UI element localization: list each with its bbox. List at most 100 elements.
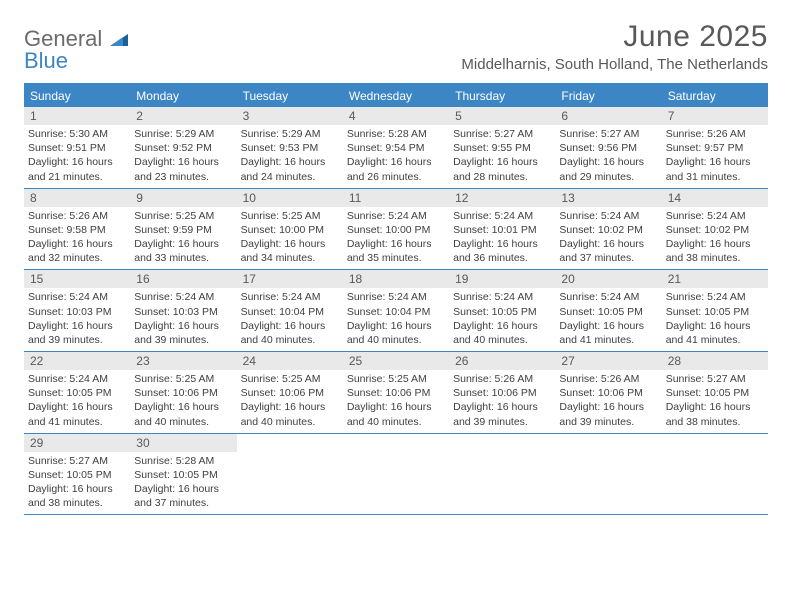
day-number: 27: [555, 352, 661, 370]
day-info-line: Sunset: 10:06 PM: [559, 386, 657, 400]
day-info-line: Daylight: 16 hours: [559, 400, 657, 414]
day-body: Sunrise: 5:25 AMSunset: 10:06 PMDaylight…: [343, 370, 449, 429]
day-number: 10: [237, 189, 343, 207]
day-info-line: Sunrise: 5:27 AM: [453, 127, 551, 141]
day-info-line: Daylight: 16 hours: [347, 237, 445, 251]
calendar-day: 18Sunrise: 5:24 AMSunset: 10:04 PMDaylig…: [343, 270, 449, 351]
calendar-day: 3 Sunrise: 5:29 AMSunset: 9:53 PMDaylight…: [237, 107, 343, 188]
day-info-line: Sunset: 9:53 PM: [241, 141, 339, 155]
day-info-line: Sunset: 9:55 PM: [453, 141, 551, 155]
day-info-line: and 41 minutes.: [28, 415, 126, 429]
day-info-line: Daylight: 16 hours: [28, 237, 126, 251]
day-info-line: Daylight: 16 hours: [666, 319, 764, 333]
day-number: 21: [662, 270, 768, 288]
calendar-week: 1Sunrise: 5:30 AMSunset: 9:51 PMDaylight…: [24, 107, 768, 189]
day-info-line: Sunrise: 5:29 AM: [241, 127, 339, 141]
day-info-line: Sunset: 10:05 PM: [666, 386, 764, 400]
day-number: 22: [24, 352, 130, 370]
day-of-week-header: Wednesday: [343, 85, 449, 107]
day-info-line: and 24 minutes.: [241, 170, 339, 184]
calendar-day: 27Sunrise: 5:26 AMSunset: 10:06 PMDaylig…: [555, 352, 661, 433]
calendar-day: 15Sunrise: 5:24 AMSunset: 10:03 PMDaylig…: [24, 270, 130, 351]
day-body: Sunrise: 5:27 AMSunset: 10:05 PMDaylight…: [24, 452, 130, 511]
day-body: Sunrise: 5:24 AMSunset: 10:02 PMDaylight…: [662, 207, 768, 266]
day-info-line: and 36 minutes.: [453, 251, 551, 265]
day-number: 15: [24, 270, 130, 288]
day-info-line: Sunset: 10:05 PM: [134, 468, 232, 482]
day-info-line: Sunset: 10:06 PM: [134, 386, 232, 400]
day-body: Sunrise: 5:26 AMSunset: 10:06 PMDaylight…: [449, 370, 555, 429]
day-info-line: and 40 minutes.: [134, 415, 232, 429]
calendar-day: 21Sunrise: 5:24 AMSunset: 10:05 PMDaylig…: [662, 270, 768, 351]
logo: General Blue: [24, 28, 128, 72]
calendar-day: 10Sunrise: 5:25 AMSunset: 10:00 PMDaylig…: [237, 189, 343, 270]
calendar-day: 14Sunrise: 5:24 AMSunset: 10:02 PMDaylig…: [662, 189, 768, 270]
day-number: 7: [662, 107, 768, 125]
day-info-line: Sunrise: 5:25 AM: [241, 372, 339, 386]
day-number: 28: [662, 352, 768, 370]
calendar-week: 29Sunrise: 5:27 AMSunset: 10:05 PMDaylig…: [24, 434, 768, 516]
day-info-line: Daylight: 16 hours: [241, 319, 339, 333]
calendar-day: 9Sunrise: 5:25 AMSunset: 9:59 PMDaylight…: [130, 189, 236, 270]
day-info-line: Sunset: 10:02 PM: [666, 223, 764, 237]
calendar-day: [449, 434, 555, 515]
day-info-line: Sunrise: 5:24 AM: [347, 209, 445, 223]
day-info-line: Daylight: 16 hours: [241, 155, 339, 169]
calendar-day: 17Sunrise: 5:24 AMSunset: 10:04 PMDaylig…: [237, 270, 343, 351]
calendar-day: 11Sunrise: 5:24 AMSunset: 10:00 PMDaylig…: [343, 189, 449, 270]
day-info-line: Sunrise: 5:24 AM: [559, 290, 657, 304]
day-info-line: Sunset: 10:01 PM: [453, 223, 551, 237]
day-number: 24: [237, 352, 343, 370]
day-info-line: Daylight: 16 hours: [453, 155, 551, 169]
day-info-line: Daylight: 16 hours: [134, 482, 232, 496]
day-body: Sunrise: 5:25 AMSunset: 9:59 PMDaylight:…: [130, 207, 236, 266]
day-info-line: Sunrise: 5:24 AM: [347, 290, 445, 304]
day-info-line: Sunrise: 5:27 AM: [28, 454, 126, 468]
calendar-day: 30Sunrise: 5:28 AMSunset: 10:05 PMDaylig…: [130, 434, 236, 515]
day-of-week-row: SundayMondayTuesdayWednesdayThursdayFrid…: [24, 85, 768, 107]
day-info-line: Sunset: 9:56 PM: [559, 141, 657, 155]
day-number: 23: [130, 352, 236, 370]
day-of-week-header: Sunday: [24, 85, 130, 107]
day-info-line: and 29 minutes.: [559, 170, 657, 184]
day-info-line: Sunset: 10:03 PM: [134, 305, 232, 319]
day-info-line: Sunrise: 5:24 AM: [28, 372, 126, 386]
day-number: 3: [237, 107, 343, 125]
day-info-line: Sunset: 9:52 PM: [134, 141, 232, 155]
day-of-week-header: Tuesday: [237, 85, 343, 107]
day-body: Sunrise: 5:25 AMSunset: 10:06 PMDaylight…: [237, 370, 343, 429]
calendar-day: 7Sunrise: 5:26 AMSunset: 9:57 PMDaylight…: [662, 107, 768, 188]
day-info-line: Daylight: 16 hours: [28, 319, 126, 333]
day-info-line: and 40 minutes.: [241, 415, 339, 429]
day-body: Sunrise: 5:26 AMSunset: 9:57 PMDaylight:…: [662, 125, 768, 184]
day-body: Sunrise: 5:24 AMSunset: 10:01 PMDaylight…: [449, 207, 555, 266]
calendar-day: [555, 434, 661, 515]
day-info-line: Daylight: 16 hours: [559, 155, 657, 169]
day-info-line: and 35 minutes.: [347, 251, 445, 265]
day-info-line: Daylight: 16 hours: [134, 155, 232, 169]
day-info-line: and 38 minutes.: [666, 251, 764, 265]
day-info-line: and 38 minutes.: [666, 415, 764, 429]
calendar-day: 19Sunrise: 5:24 AMSunset: 10:05 PMDaylig…: [449, 270, 555, 351]
calendar-day: 23Sunrise: 5:25 AMSunset: 10:06 PMDaylig…: [130, 352, 236, 433]
day-info-line: Daylight: 16 hours: [28, 400, 126, 414]
day-info-line: and 39 minutes.: [453, 415, 551, 429]
day-number: 29: [24, 434, 130, 452]
day-info-line: Daylight: 16 hours: [347, 400, 445, 414]
day-body: Sunrise: 5:28 AMSunset: 10:05 PMDaylight…: [130, 452, 236, 511]
day-info-line: Sunset: 10:06 PM: [453, 386, 551, 400]
day-body: Sunrise: 5:26 AMSunset: 10:06 PMDaylight…: [555, 370, 661, 429]
day-info-line: Sunset: 10:02 PM: [559, 223, 657, 237]
calendar-day: 29Sunrise: 5:27 AMSunset: 10:05 PMDaylig…: [24, 434, 130, 515]
day-info-line: Sunset: 10:06 PM: [347, 386, 445, 400]
day-number: 19: [449, 270, 555, 288]
day-info-line: Daylight: 16 hours: [241, 237, 339, 251]
day-info-line: Daylight: 16 hours: [453, 400, 551, 414]
day-info-line: Sunrise: 5:25 AM: [347, 372, 445, 386]
calendar-day: 24Sunrise: 5:25 AMSunset: 10:06 PMDaylig…: [237, 352, 343, 433]
day-body: Sunrise: 5:24 AMSunset: 10:00 PMDaylight…: [343, 207, 449, 266]
day-info-line: Sunset: 10:06 PM: [241, 386, 339, 400]
day-of-week-header: Monday: [130, 85, 236, 107]
calendar-day: 25Sunrise: 5:25 AMSunset: 10:06 PMDaylig…: [343, 352, 449, 433]
weeks-container: 1Sunrise: 5:30 AMSunset: 9:51 PMDaylight…: [24, 107, 768, 515]
